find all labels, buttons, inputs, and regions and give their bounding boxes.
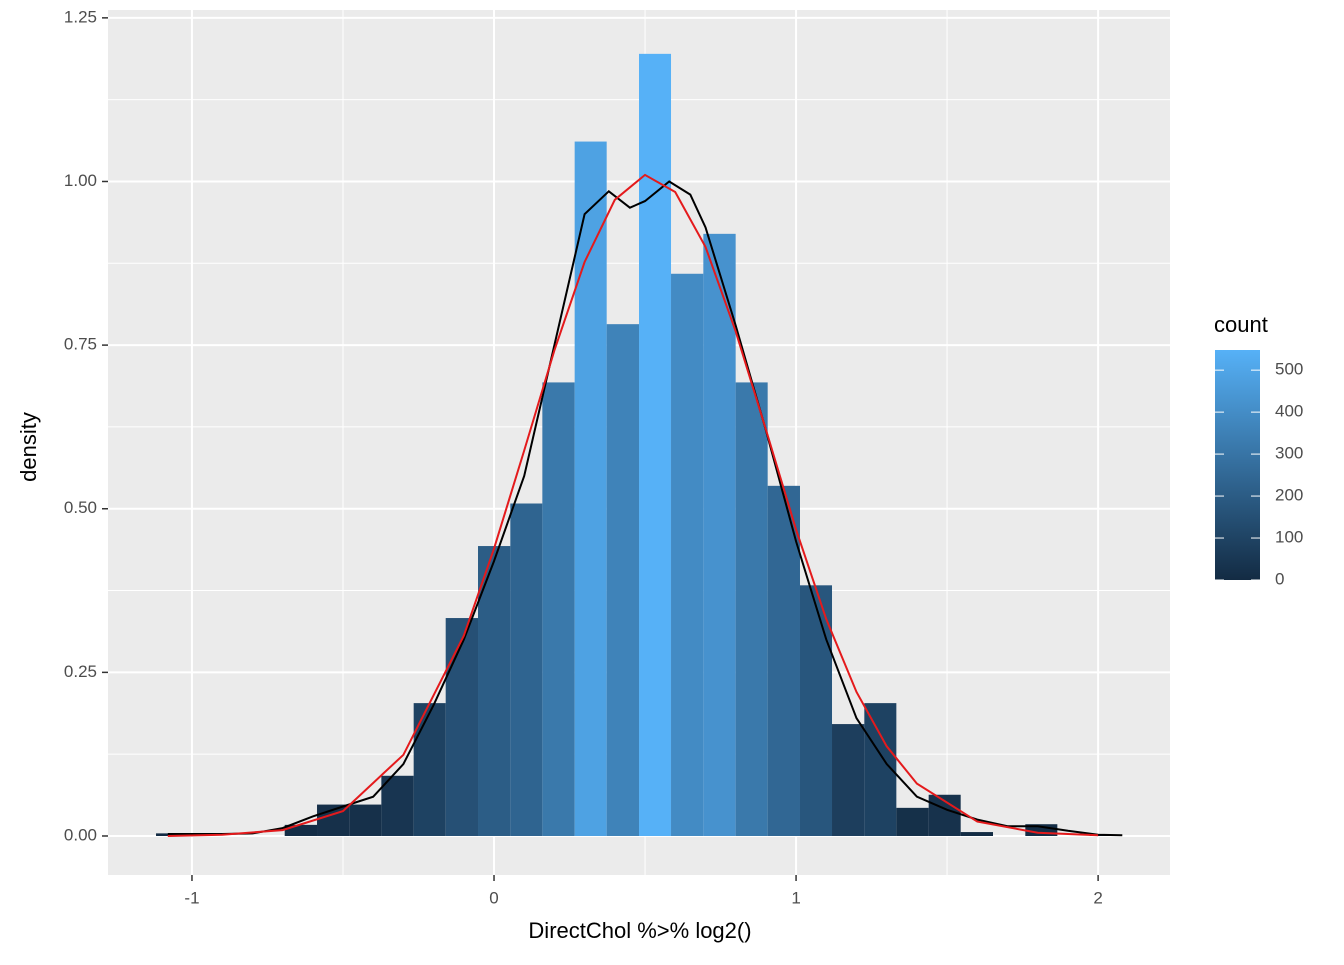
bar — [606, 324, 639, 836]
bar — [832, 724, 865, 836]
legend-title: count — [1214, 312, 1268, 337]
legend-label: 100 — [1275, 528, 1303, 547]
x-tick-label: 1 — [791, 888, 800, 907]
bar — [799, 585, 833, 836]
bar — [639, 53, 672, 836]
y-tick-label: 0.00 — [64, 825, 97, 844]
bar — [735, 382, 768, 836]
y-tick-label: 0.75 — [64, 335, 97, 354]
density-curve — [167, 173, 1099, 837]
bar — [542, 382, 575, 836]
bar — [767, 485, 800, 836]
y-tick-label: 0.25 — [64, 662, 97, 681]
y-axis-title: density — [16, 412, 41, 482]
bar — [896, 807, 929, 836]
bar — [703, 233, 736, 836]
legend-label: 400 — [1275, 402, 1303, 421]
colorbar — [1215, 350, 1260, 580]
bar — [510, 503, 543, 836]
x-tick-label: 0 — [489, 888, 498, 907]
bar — [381, 775, 414, 836]
marks — [156, 53, 1123, 837]
legend-label: 0 — [1275, 569, 1284, 588]
x-axis-title: DirectChol %>% log2() — [528, 918, 751, 943]
y-tick-label: 1.25 — [64, 7, 97, 26]
density-curve — [167, 180, 1123, 837]
x-tick-label: 2 — [1093, 888, 1102, 907]
y-tick-label: 1.00 — [64, 171, 97, 190]
bar — [284, 824, 318, 836]
y-tick-label: 0.50 — [64, 498, 97, 517]
legend-label: 200 — [1275, 486, 1303, 505]
x-tick-label: -1 — [184, 888, 199, 907]
bar — [574, 141, 607, 836]
bar — [445, 618, 479, 836]
legend-label: 500 — [1275, 360, 1303, 379]
legend-label: 300 — [1275, 444, 1303, 463]
bar — [349, 804, 382, 836]
bar — [671, 273, 704, 836]
bar — [1025, 824, 1058, 836]
bar — [960, 832, 993, 836]
bar — [478, 546, 511, 836]
